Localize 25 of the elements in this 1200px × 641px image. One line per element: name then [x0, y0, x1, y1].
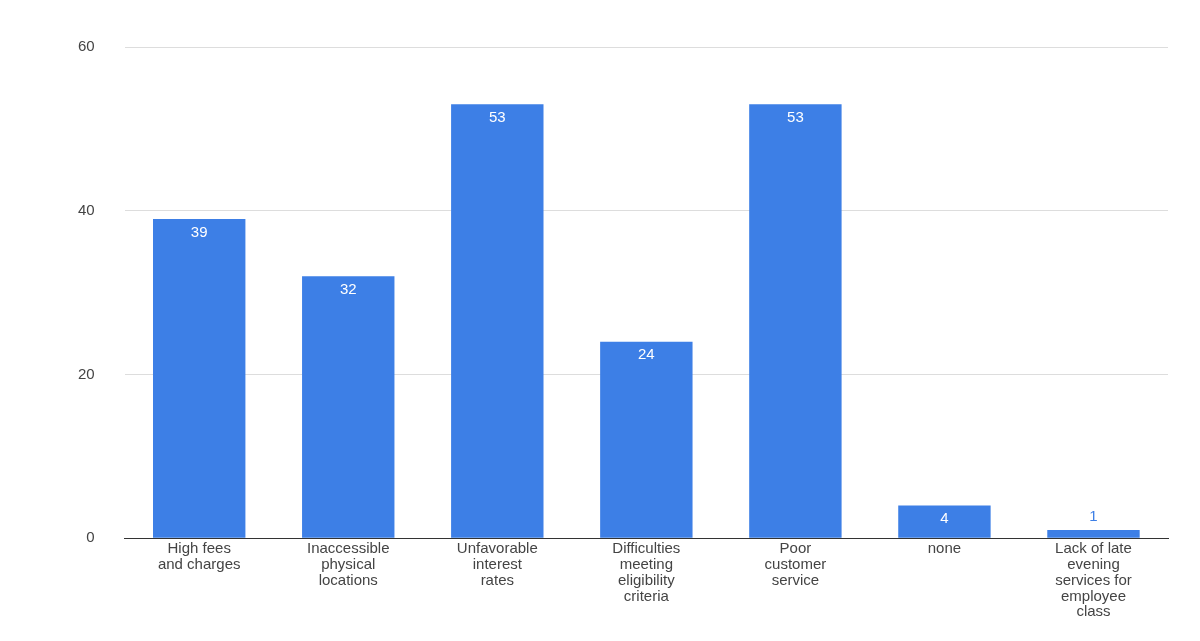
x-tick-label: Difficulties meeting eligibility criteria [612, 539, 681, 604]
y-tick-label: 40 [78, 200, 95, 218]
x-tick-label: Poor customer service [764, 539, 827, 588]
y-tick-label: 0 [86, 528, 95, 546]
bar [153, 218, 246, 538]
data-label: 4 [940, 509, 949, 527]
x-tick-label: Unfavorable interest rates [456, 539, 538, 588]
x-tick-label: Inaccessible physical locations [306, 539, 390, 588]
x-tick-label: High fees and charges [157, 539, 241, 573]
bar [600, 341, 693, 538]
bar [302, 276, 395, 538]
x-tick-label: Lack of late evening services for employee class [1055, 539, 1132, 620]
data-label: 24 [638, 345, 655, 363]
bar [1047, 530, 1140, 538]
bar [451, 104, 544, 538]
y-tick-label: 20 [78, 364, 95, 382]
bar [898, 505, 991, 538]
data-label: 1 [1089, 506, 1098, 524]
x-tick-label: none [927, 539, 962, 557]
bar [749, 104, 842, 538]
y-tick-label: 60 [78, 37, 95, 55]
data-label: 39 [190, 222, 208, 240]
data-label: 32 [339, 279, 357, 297]
data-label: 53 [488, 107, 506, 125]
data-label: 53 [787, 107, 804, 125]
